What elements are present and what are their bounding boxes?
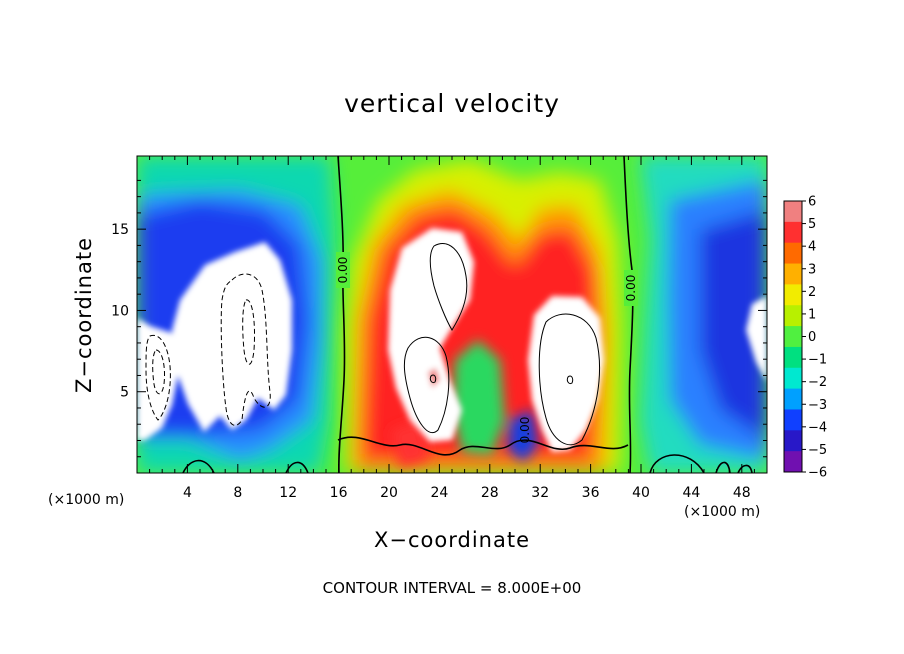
dashed-contour-inner bbox=[242, 299, 255, 365]
contour-lines bbox=[182, 156, 753, 473]
colorbar-label: −5 bbox=[808, 443, 827, 458]
x-unit-right: (×1000 m) bbox=[684, 504, 760, 520]
inner-green-plume bbox=[452, 340, 505, 455]
inner-blue-spot bbox=[508, 410, 538, 462]
downdraft-core-main bbox=[172, 242, 292, 432]
x-tick-label: 44 bbox=[682, 485, 700, 501]
colorbar-swatch bbox=[784, 242, 802, 265]
core-left bbox=[388, 228, 474, 442]
core-left-hot-spot bbox=[428, 368, 440, 388]
x-tick-label: 4 bbox=[183, 485, 192, 501]
contour-label-left: 0.00 bbox=[336, 257, 350, 284]
colorbar-swatch bbox=[784, 263, 802, 285]
colorbar-swatch bbox=[784, 346, 802, 369]
colorbar-swatch bbox=[784, 451, 802, 473]
y-tick-label: 10 bbox=[111, 303, 129, 319]
contour-core-left-lower bbox=[403, 336, 450, 433]
x-tick-label: 40 bbox=[632, 485, 650, 501]
colorbar-swatch bbox=[784, 305, 802, 327]
y-tick-labels: 5 10 15 bbox=[111, 222, 129, 401]
colorbar-label: −1 bbox=[808, 353, 827, 368]
downdraft-core-right bbox=[746, 296, 767, 382]
colorbar-label: 4 bbox=[808, 240, 816, 255]
contour-interval-note: CONTOUR INTERVAL = 8.000E+00 bbox=[323, 579, 582, 597]
colorbar-swatch bbox=[784, 201, 802, 223]
contour-core-left bbox=[429, 243, 468, 331]
zero-contour-center bbox=[337, 436, 629, 456]
colorbar-swatch bbox=[784, 284, 802, 306]
field-layer bbox=[137, 156, 767, 473]
colorbar-label: 3 bbox=[808, 262, 816, 277]
zero-contour-floor-right bbox=[649, 454, 705, 473]
x-tick-label: 24 bbox=[430, 485, 448, 501]
x-tick-label: 36 bbox=[582, 485, 600, 501]
colorbar-swatch bbox=[784, 326, 802, 348]
core-right bbox=[528, 296, 604, 452]
x-ticks bbox=[149, 156, 755, 473]
x-unit-left: (×1000 m) bbox=[48, 492, 124, 508]
dashed-contour-main bbox=[220, 273, 271, 426]
colorbar-swatch bbox=[784, 221, 802, 244]
zero-contour-floor-right3 bbox=[737, 464, 753, 473]
colorbar-swatch bbox=[784, 409, 802, 431]
colorbar-swatch bbox=[784, 430, 802, 452]
colorbar-label: −4 bbox=[808, 420, 827, 435]
y-ticks bbox=[137, 179, 767, 458]
x-tick-label: 32 bbox=[531, 485, 549, 501]
y-axis-title: Z−coordinate bbox=[72, 237, 96, 393]
colorbar-label: 0 bbox=[808, 330, 816, 345]
x-tick-labels: 4 8 12 16 20 24 28 32 36 40 44 48 bbox=[183, 485, 751, 501]
contour-label-right: 0.00 bbox=[624, 275, 638, 302]
colorbar-label: 6 bbox=[808, 195, 816, 210]
downdraft-right bbox=[640, 156, 767, 473]
contour-core-right-dot bbox=[566, 375, 574, 384]
dashed-contour-left bbox=[145, 334, 171, 421]
colorbar-label: −3 bbox=[808, 398, 827, 413]
zero-contour-floor-left bbox=[182, 459, 215, 473]
contour-label-center: 0.00 bbox=[518, 417, 532, 444]
contour-labels: 0.00 0.00 0.00 bbox=[336, 252, 638, 443]
contour-label-bg-left bbox=[336, 252, 350, 288]
contour-core-left-dot bbox=[429, 374, 437, 383]
y-tick-label: 15 bbox=[111, 222, 129, 238]
zero-contour-floor-mid bbox=[285, 461, 309, 473]
colorbar-label: −2 bbox=[808, 375, 827, 390]
x-tick-label: 12 bbox=[279, 485, 297, 501]
zero-contour-left bbox=[337, 156, 346, 473]
x-tick-label: 20 bbox=[380, 485, 398, 501]
dashed-contours bbox=[145, 273, 271, 426]
x-axis-title: X−coordinate bbox=[374, 528, 530, 552]
x-tick-label: 28 bbox=[481, 485, 499, 501]
x-tick-label: 16 bbox=[330, 485, 348, 501]
y-tick-label: 5 bbox=[120, 385, 129, 401]
downdraft-core-left bbox=[137, 318, 180, 440]
colorbar-swatch bbox=[784, 388, 802, 410]
dashed-contour-left-inner bbox=[152, 349, 165, 395]
x-tick-label: 48 bbox=[733, 485, 751, 501]
chart-title: vertical velocity bbox=[344, 89, 560, 118]
colorbar: 6 5 4 3 2 1 0 −1 −2 −3 −4 −5 −6 bbox=[783, 195, 827, 481]
x-tick-label: 8 bbox=[233, 485, 242, 501]
colorbar-label: 5 bbox=[808, 217, 816, 232]
colorbar-label: 1 bbox=[808, 307, 816, 322]
colorbar-swatch bbox=[784, 367, 802, 390]
right-deep-blue bbox=[700, 210, 767, 440]
contour-label-bg-right bbox=[624, 270, 638, 306]
downdraft-cores bbox=[137, 242, 767, 440]
colorbar-label: −6 bbox=[808, 466, 827, 481]
contour-core-right bbox=[538, 313, 601, 446]
zero-contour-right bbox=[623, 156, 634, 473]
colorbar-label: 2 bbox=[808, 285, 816, 300]
updraft-cores bbox=[388, 228, 604, 452]
